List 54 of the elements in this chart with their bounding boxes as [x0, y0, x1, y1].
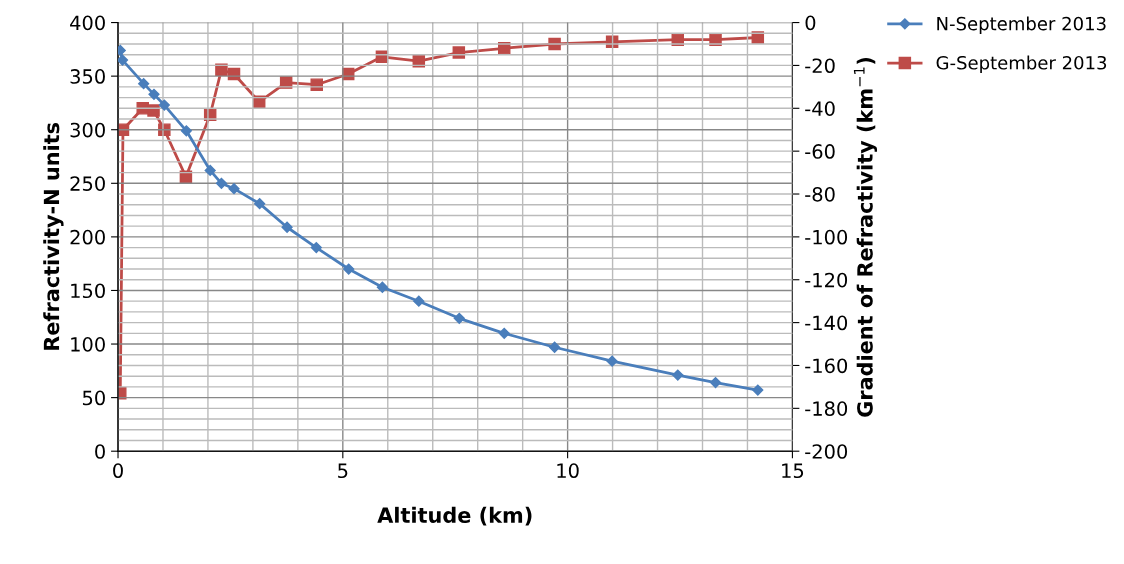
y-tick-label: 0 [95, 444, 105, 459]
y-tick-label: 100 [71, 337, 105, 352]
y-axis-title: Refractivity-N units [43, 122, 64, 350]
point [310, 241, 322, 254]
point [752, 384, 764, 396]
point [148, 88, 160, 100]
y-tick-label: 200 [70, 229, 105, 245]
x-tick-label: 5 [338, 463, 348, 479]
x-tick-label: 10 [557, 463, 579, 479]
point [215, 177, 228, 189]
y2-axis-title: Gradient of Refractivity (km$^{−1}$) [853, 57, 878, 417]
y2-tick-label: -200 [805, 444, 848, 459]
y-tick-label: 400 [70, 15, 105, 31]
x-tick-label: 0 [113, 463, 123, 479]
y2-tick-label: -60 [805, 144, 835, 159]
y-tick-label: 300 [70, 122, 105, 138]
point [138, 78, 150, 90]
x-tick-label: 15 [782, 463, 804, 479]
y-tick-label: 150 [71, 283, 105, 299]
point [376, 281, 388, 293]
point [709, 377, 722, 389]
y2-tick-label: -100 [805, 229, 848, 245]
x-axis-title: Altitude (km) [377, 506, 532, 526]
y2-tick-label: 0 [805, 15, 816, 31]
point [204, 164, 216, 177]
point [498, 327, 510, 339]
point [343, 263, 355, 275]
point [413, 295, 425, 307]
point [158, 99, 170, 111]
point [452, 46, 466, 59]
y-tick-label: 50 [82, 390, 105, 406]
point [215, 63, 228, 76]
y2-tick-label: -20 [805, 58, 835, 74]
point [606, 355, 618, 367]
y2-tick-label: -180 [805, 401, 848, 416]
point [254, 198, 266, 210]
y2-tick-label: -160 [805, 358, 848, 374]
point [118, 54, 129, 66]
point [310, 78, 323, 91]
y2-tick-label: -80 [805, 186, 835, 202]
y2-tick-label: -40 [805, 101, 835, 116]
legend-label: G-September 2013 [936, 55, 1107, 74]
legend-label: N-September 2013 [937, 16, 1106, 34]
point [672, 369, 684, 381]
point [281, 221, 293, 233]
y2-tick-label: -140 [805, 315, 848, 331]
point [548, 341, 561, 353]
point [147, 104, 160, 117]
point [453, 312, 465, 324]
y-tick-label: 250 [70, 176, 105, 191]
y-tick-label: 350 [70, 69, 105, 84]
y2-tick-label: -120 [805, 272, 848, 288]
point [228, 183, 240, 195]
point [180, 125, 192, 137]
